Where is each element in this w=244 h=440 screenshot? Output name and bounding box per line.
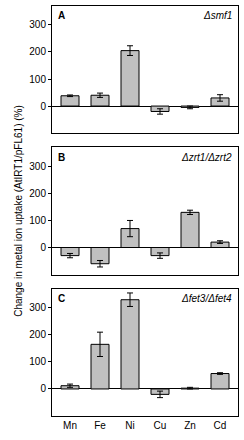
svg-text:Δsmf1: Δsmf1 [203,10,232,21]
svg-text:Fe: Fe [94,420,106,431]
svg-text:200: 200 [29,46,46,57]
svg-text:100: 100 [29,356,46,367]
svg-text:0: 0 [40,242,46,253]
svg-text:Zn: Zn [184,420,196,431]
svg-text:100: 100 [29,74,46,85]
svg-text:Cd: Cd [214,420,227,431]
svg-text:100: 100 [29,215,46,226]
svg-text:B: B [58,152,65,163]
svg-text:300: 300 [29,19,46,30]
svg-text:Ni: Ni [125,420,134,431]
svg-text:Mn: Mn [63,420,77,431]
svg-text:Cu: Cu [154,420,167,431]
svg-text:Change in metal ion uptake (At: Change in metal ion uptake (AtIRT1/pFL61… [13,105,24,317]
svg-text:0: 0 [40,101,46,112]
svg-text:A: A [58,10,65,21]
svg-text:200: 200 [29,329,46,340]
svg-text:200: 200 [29,188,46,199]
svg-text:C: C [58,293,65,304]
svg-text:Δzrt1/Δzrt2: Δzrt1/Δzrt2 [181,152,232,163]
svg-text:Δfet3/Δfet4: Δfet3/Δfet4 [181,293,232,304]
svg-text:300: 300 [29,302,46,313]
svg-text:0: 0 [40,383,46,394]
svg-text:300: 300 [29,161,46,172]
